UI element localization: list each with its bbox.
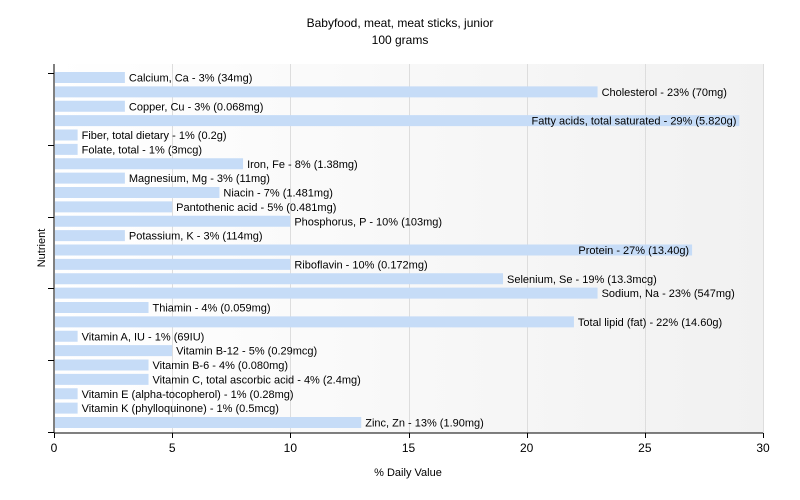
bar bbox=[55, 129, 78, 141]
bar-label: Vitamin A, IU - 1% (69IU) bbox=[82, 331, 205, 343]
y-axis-label: Nutrient bbox=[36, 229, 48, 268]
bar bbox=[55, 244, 693, 256]
bar-label: Total lipid (fat) - 22% (14.60g) bbox=[578, 317, 722, 329]
x-tick-label: 10 bbox=[284, 441, 298, 455]
bar-label: Selenium, Se - 19% (13.3mcg) bbox=[507, 274, 657, 286]
bar-label: Sodium, Na - 23% (547mg) bbox=[602, 288, 735, 300]
x-tick-label: 15 bbox=[402, 441, 416, 455]
bar-label: Cholesterol - 23% (70mg) bbox=[602, 87, 727, 99]
chart-title: Babyfood, meat, meat sticks, junior bbox=[307, 16, 494, 30]
bar bbox=[55, 72, 125, 83]
bar-label: Fiber, total dietary - 1% (0.2g) bbox=[82, 130, 227, 142]
bar-label: Niacin - 7% (1.481mg) bbox=[223, 188, 332, 200]
bar bbox=[55, 143, 78, 155]
bar bbox=[55, 302, 149, 313]
bar bbox=[55, 258, 291, 270]
bar-label: Potassium, K - 3% (114mg) bbox=[129, 231, 263, 243]
bar bbox=[55, 158, 244, 170]
bar bbox=[55, 230, 125, 242]
x-tick-label: 0 bbox=[51, 441, 58, 455]
chart-subtitle: 100 grams bbox=[372, 33, 429, 47]
bar-label: Vitamin C, total ascorbic acid - 4% (2.4… bbox=[153, 374, 361, 386]
bar-label: Vitamin B-12 - 5% (0.29mcg) bbox=[176, 346, 317, 358]
x-tick-label: 30 bbox=[756, 441, 770, 455]
bar bbox=[55, 86, 598, 98]
bar bbox=[55, 388, 78, 400]
bar-label: Calcium, Ca - 3% (34mg) bbox=[129, 73, 252, 85]
bar bbox=[55, 115, 740, 127]
bar-label: Vitamin K (phylloquinone) - 1% (0.5mcg) bbox=[82, 403, 279, 415]
bar bbox=[55, 273, 504, 285]
bar bbox=[55, 287, 598, 299]
bar bbox=[55, 201, 173, 213]
bar-label: Pantothenic acid - 5% (0.481mg) bbox=[176, 202, 336, 214]
x-tick-label: 5 bbox=[169, 441, 176, 455]
bar-labels: Calcium, Ca - 3% (34mg) Cholesterol - 23%… bbox=[82, 73, 737, 430]
bar-label: Riboflavin - 10% (0.172mg) bbox=[294, 259, 427, 271]
bar bbox=[55, 316, 574, 328]
bar-label: Phosphorus, P - 10% (103mg) bbox=[294, 216, 442, 228]
bar-label: Iron, Fe - 8% (1.38mg) bbox=[247, 159, 358, 171]
bar-label: Protein - 27% (13.40g) bbox=[578, 245, 689, 257]
bar bbox=[55, 417, 362, 428]
bar bbox=[55, 359, 149, 371]
bar bbox=[55, 330, 78, 342]
bar-label: Thiamin - 4% (0.059mg) bbox=[153, 303, 271, 315]
bars bbox=[55, 72, 740, 428]
x-axis-label: % Daily Value bbox=[374, 467, 442, 479]
x-tick-label: 25 bbox=[638, 441, 652, 455]
bar bbox=[55, 402, 78, 414]
x-ticks: 0 5 10 15 20 25 30 bbox=[51, 433, 770, 455]
bar bbox=[55, 345, 173, 357]
bar-label: Fatty acids, total saturated - 29% (5.82… bbox=[532, 116, 737, 128]
x-tick-label: 20 bbox=[520, 441, 534, 455]
bar bbox=[55, 172, 125, 184]
bar-label: Copper, Cu - 3% (0.068mg) bbox=[129, 101, 264, 113]
bar bbox=[55, 215, 291, 227]
bar-label: Folate, total - 1% (3mcg) bbox=[82, 144, 202, 156]
bar-label: Vitamin B-6 - 4% (0.080mg) bbox=[153, 360, 289, 372]
bar-label: Zinc, Zn - 13% (1.90mg) bbox=[365, 418, 484, 430]
bar-label: Vitamin E (alpha-tocopherol) - 1% (0.28m… bbox=[82, 389, 294, 401]
bar-label: Magnesium, Mg - 3% (11mg) bbox=[129, 173, 270, 185]
bar bbox=[55, 187, 220, 198]
bar bbox=[55, 373, 149, 385]
bar bbox=[55, 100, 125, 112]
